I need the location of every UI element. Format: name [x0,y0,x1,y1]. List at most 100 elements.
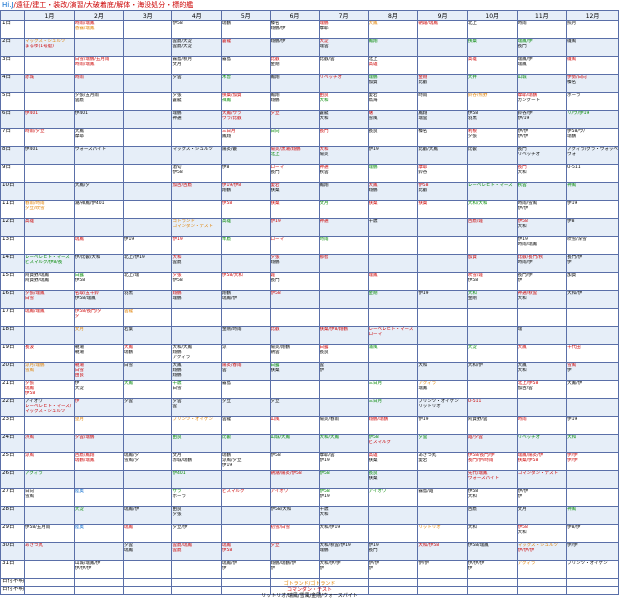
day-cell: 大淀 瑞雲 [318,38,369,57]
event-entry: 雲鷹/大淀 [172,39,193,45]
event-entry: 夕 [74,314,80,319]
day-cell: 伊58 [221,200,271,219]
event-entry: 伊58 [368,435,379,441]
day-cell: 浜風 [24,434,75,453]
day-cell: 伊19 長門 [367,542,419,561]
event-entry: 時雨/瑞鳳 [74,21,95,27]
day-cell: 伊19 [367,146,419,165]
event-entry: 大鳳/伊 [567,381,583,387]
event-entry: 大和 [517,224,527,229]
event-entry: 文月 [172,453,182,459]
event-entry: 伊58/瑞鳳 [467,543,489,549]
month-header: 11月 [516,10,568,21]
day-cell: 大鳳 [516,344,568,363]
day-cell: 大和 金剛 [466,290,518,309]
event-entry: ゴトランド [172,219,195,225]
event-entry: 榛名 [567,80,577,85]
day-cell: 高雄 [221,218,271,237]
day-label: 22日 [0,398,26,417]
day-cell [24,164,75,183]
event-entry: 大和 [319,98,329,103]
event-entry: リ/ヴ/伊19 [567,111,590,117]
day-cell: 伊 [73,398,125,417]
event-entry: 伊19 [319,458,330,463]
day-cell: 伊401 [171,470,222,489]
day-cell: 古鷹/霞 [466,218,518,237]
day-cell: 大和/大鳳 [318,434,369,453]
day-cell: 比叡 金剛 [269,56,320,75]
day-cell: 瑞鳳/瑞鳳 [24,308,75,327]
day-cell: リベッチオ [516,434,568,453]
event-entry: 大和/伊/伊 [319,561,341,567]
event-entry: 伊58 [172,278,183,283]
event-entry: 夕張 [270,255,280,261]
day-cell [417,308,468,327]
event-entry: レーベレヒト・マース [25,255,70,261]
day-cell [123,470,173,489]
event-entry: リベッチオ [517,152,541,157]
day-cell: U-511 [566,164,619,183]
day-cell: 長良 扶桑 [367,470,419,489]
event-entry: 伊58 [467,489,479,495]
event-entry: 摩耶/雲 [319,453,335,459]
event-entry: 大淀 [74,507,84,513]
day-label: 16日 [0,290,26,309]
event-entry: 蒼龍 [172,98,182,103]
event-entry: 伊58 [25,391,36,396]
event-entry: 大和/大鳳 [172,345,193,351]
event-entry: 照月 [567,21,577,27]
day-row: 10日 大鳳/夕 加古/古鷹 伊19/伊8 翔鶴 愛宕 扶桑 鳳翔 大鳳 翔鶴 伊58 比叡 レーベレヒ… [0,182,619,201]
event-entry: プリンツ・オイゲン [418,399,459,405]
day-cell: 北上/瑞 [123,272,173,291]
event-entry: 鈴谷/熊野 [467,93,488,99]
day-cell: アイオワ レーベレヒト・マース/マックス・シュルツ [24,398,75,417]
day-cell: 大鳳/ウラ ウラ/比叡 [221,110,271,129]
event-entry: 霞/夕雲 [467,435,483,441]
day-cell: 加古/古鷹 [171,182,222,201]
event-entry: 大和/伊 [567,291,583,297]
event-entry: ビスマルク [368,440,391,445]
event-entry: リットリオ [418,525,441,531]
event-entry: 金剛 [368,291,378,297]
event-entry: 長門 [319,129,329,135]
day-cell [466,308,518,327]
day-cell: 雲龍 [123,308,173,327]
event-entry: 翔鶴 [368,188,378,193]
event-entry: U-511 [467,399,482,405]
event-entry: 大和/伊 [467,363,483,369]
day-cell: 比叡/長門/秋 時雨/伊 [516,254,568,273]
event-entry: 時雨 [418,93,428,99]
event-entry: コマンダン・テスト [517,471,559,477]
day-cell: 酒匂 伊58 [171,164,222,183]
event-entry: 白露 [74,273,84,279]
event-entry: 朝潮 [74,350,84,355]
day-label: 19日 [0,344,26,363]
event-entry: 鳳翔 [368,39,378,45]
event-entry: 伊 [517,494,523,499]
event-entry: 夕張 [172,93,182,99]
day-cell: 山風 [269,416,320,435]
day-row: 11日 春雨/時雨 夕立/吹雪 潮/祥鳳/伊401 伊58 扶桑 文月 扶桑 扶桑 大和/大和 時雨… [0,200,619,219]
day-cell: 山城/大鳳 [269,434,320,453]
event-entry: 時雨/瑞鳳 [74,62,95,67]
month-header: 8月 [367,10,419,21]
day-cell: 伊/伊伊 [516,488,568,507]
day-cell: 夕張 瑞鳳 伊58 [24,380,75,399]
event-entry: 夕立 [270,399,280,405]
day-cell: 伊58 [269,452,320,471]
day-cell [367,506,419,525]
event-entry: 高雄 [467,57,477,63]
event-entry: 大鳳/夕 [74,183,90,189]
event-entry: 白雪 [25,296,35,301]
day-cell: 高雄 [466,56,518,75]
event-entry: 香霧/瑞鳳 [74,26,95,31]
event-entry: プリンツ・オイゲン [172,417,213,423]
event-entry: レーベレヒト・マース/ [25,404,72,409]
event-entry: 伊 [222,566,227,571]
event-entry: 鳳翔 [270,93,280,99]
day-cell [123,218,173,237]
day-cell [24,56,75,75]
day-cell: 吹雪/霞 伊58 [466,272,518,291]
title-part-1: Hi.J [2,1,14,9]
event-entry: 大和 [467,291,477,297]
